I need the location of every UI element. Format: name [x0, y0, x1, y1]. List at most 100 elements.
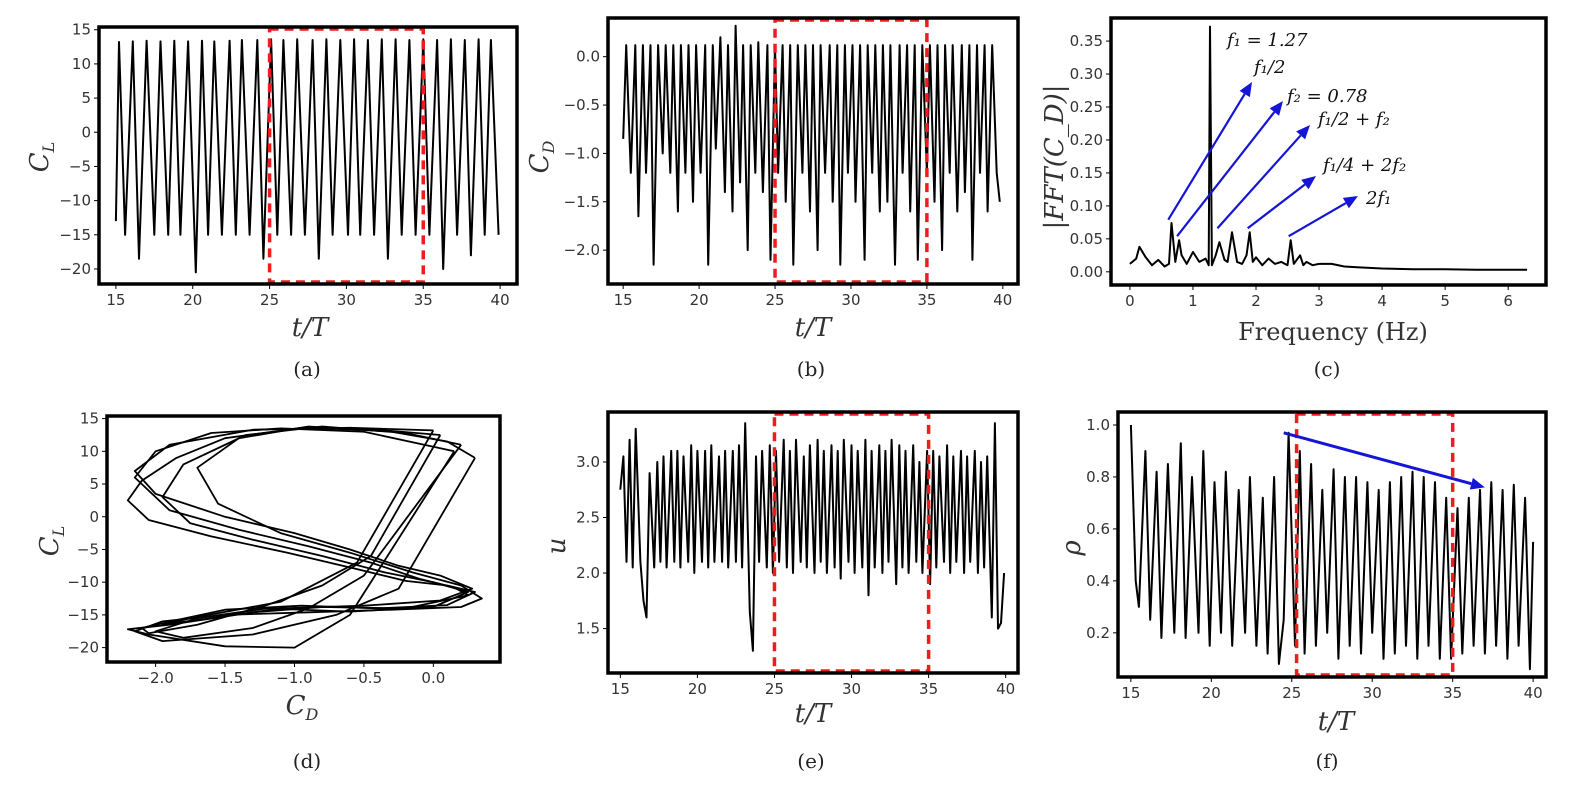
panel-c-annotation-arrow-f1half-head — [1239, 82, 1252, 98]
panel-c-annotation-two_f1: 2f₁ — [1365, 188, 1391, 209]
panel-b-x-tick-label-2: 25 — [765, 291, 784, 309]
panel-c-annotation-arrow-f1half_f2-shaft — [1216, 134, 1302, 229]
panel-f-x-tick-label-5: 40 — [1524, 684, 1543, 702]
panel-d-y-tick-label-6: −15 — [67, 606, 99, 624]
panel-c-annotation-f1: f₁ = 1.27 — [1225, 30, 1308, 51]
panel-c-annotation-arrow-f1quarter_2f2 — [1247, 176, 1316, 230]
panel-d-plot-area: −2.0 −1.5 −1.0 −0.5 0.0 15 10 5 0 −5 −10 −15 −20 — [67, 410, 502, 687]
panel-e-y-tick-label-0: 3.0 — [576, 453, 600, 471]
panel-f-x-tick-label-3: 30 — [1363, 684, 1382, 702]
panel-f-trend-arrow-shaft — [1283, 431, 1472, 486]
panel-c-annotation-arrow-two_f1-shaft — [1288, 202, 1347, 238]
panel-b-series-line-0 — [622, 24, 1001, 266]
panel-b-y-axis-label: CD — [525, 140, 558, 173]
panel-c-x-tick-label-4: 4 — [1377, 292, 1387, 310]
panel-d-x-tick-label-4: 0.0 — [421, 669, 445, 687]
panel-f-x-tick-label-0: 15 — [1121, 684, 1140, 702]
panel-c-y-tick-label-2: 0.10 — [1070, 197, 1103, 215]
panel-f-label: (f) — [1315, 749, 1338, 773]
panel-c-annotation-arrow-f1half-shaft — [1167, 93, 1246, 221]
panel-c-x-tick-label-6: 6 — [1503, 292, 1513, 310]
panel-c-y-tick-label-3: 0.15 — [1070, 164, 1103, 182]
panel-a-x-tick-label-0: 15 — [106, 291, 125, 309]
panel-c-annotation-arrow-two_f1 — [1288, 196, 1358, 238]
panel-a-y-tick-label-0: 15 — [72, 21, 91, 39]
panel-f-x-tick-label-4: 35 — [1443, 684, 1462, 702]
panel-a-y-tick-label-5: −10 — [59, 192, 91, 210]
panel-a-y-tick-label-3: 0 — [81, 123, 91, 141]
panel-f-y-axis-label: ρ — [1057, 540, 1087, 557]
panel-d-x-tick-label-3: −0.5 — [346, 669, 382, 687]
panel-b-label: (b) — [797, 357, 825, 381]
panel-a-x-tick-label-5: 40 — [491, 291, 510, 309]
panel-d-y-label-sub: L — [49, 526, 68, 538]
panel-f-y-tick-label-3: 0.4 — [1086, 572, 1110, 590]
panel-f-trend-arrow — [1283, 431, 1485, 490]
panel-d-x-axis-label: CD — [286, 691, 319, 724]
panel-f-series-line-0 — [1129, 424, 1535, 671]
panel-d-x-tick-label-2: −1.0 — [276, 669, 312, 687]
panel-d-y-label-main: C — [35, 536, 65, 556]
panel-d-y-tick-label-7: −20 — [67, 639, 99, 657]
panel-a-plot-area: 15 20 25 30 35 40 15 10 5 0 −5 −10 −15 −20 — [59, 21, 519, 309]
panel-b-y-label-main: C — [525, 153, 555, 173]
panel-e-label: (e) — [797, 749, 824, 773]
panel-c-y-tick-label-4: 0.20 — [1070, 131, 1103, 149]
panel-f-y-tick-label-4: 0.2 — [1086, 624, 1110, 642]
panel-e-x-tick-label-5: 40 — [996, 680, 1015, 698]
panel-e-x-tick-label-0: 15 — [611, 680, 630, 698]
panel-b-x-tick-label-5: 40 — [993, 291, 1012, 309]
panel-e-y-tick-label-2: 2.0 — [576, 564, 600, 582]
panel-a-label: (a) — [293, 357, 321, 381]
panel-e-x-axis-label: t/T — [795, 699, 833, 729]
panel-d-y-tick-label-0: 15 — [80, 410, 99, 428]
panel-d-label: (d) — [293, 749, 321, 773]
panel-c-annotation-arrow-f1quarter_2f2-head — [1301, 176, 1316, 190]
panel-d-y-tick-label-2: 5 — [89, 475, 99, 493]
panel-f-x-tick-label-1: 20 — [1202, 684, 1221, 702]
panel-c-annotation-f1half_f2: f₁/2 + f₂ — [1316, 109, 1390, 130]
panel-b-x-tick-label-1: 20 — [690, 291, 709, 309]
panel-b-y-tick-label-2: −1.0 — [564, 144, 600, 162]
panel-c-x-tick-label-0: 0 — [1125, 292, 1135, 310]
panel-c-annotation-f1quarter_2f2: f₁/4 + 2f₂ — [1321, 155, 1406, 176]
panel-e-y-tick-label-3: 1.5 — [576, 620, 600, 638]
panel-d-series-line-2 — [126, 427, 469, 649]
panel-f-y-tick-label-2: 0.6 — [1086, 520, 1110, 538]
panel-c-annotation-f2: f₂ = 0.78 — [1285, 86, 1367, 107]
panel-a-x-tick-label-4: 35 — [414, 291, 433, 309]
panel-a-highlight-window — [267, 27, 426, 284]
panel-b-x-tick-label-0: 15 — [614, 291, 633, 309]
panel-c-y-axis-label: |FFT(C_D)| — [1040, 85, 1070, 230]
panel-c-label: (c) — [1314, 357, 1341, 381]
panel-d-y-tick-label-4: −5 — [77, 540, 99, 558]
panel-e-x-tick-label-3: 30 — [842, 680, 861, 698]
panel-f-rho-time-series: 15 20 25 30 35 40 1.0 0.8 0.6 0.4 0.2 t/T ρ (f) — [1057, 410, 1548, 773]
panel-c-y-tick-label-6: 0.30 — [1070, 65, 1103, 83]
panel-a-x-tick-label-2: 25 — [260, 291, 279, 309]
panel-c-axes-frame — [1109, 16, 1548, 287]
panel-a-x-axis-label: t/T — [292, 313, 330, 343]
panel-a-x-tick-label-1: 20 — [183, 291, 202, 309]
panel-c-series-line-0 — [1129, 25, 1528, 271]
panel-d-x-label-sub: D — [305, 705, 319, 724]
panel-d-x-label-main: C — [286, 691, 306, 721]
panel-f-y-tick-label-1: 0.8 — [1086, 468, 1110, 486]
panel-b-x-axis-label: t/T — [795, 313, 833, 343]
panel-e-x-tick-label-1: 20 — [688, 680, 707, 698]
panel-f-trend-arrow-head — [1469, 477, 1485, 490]
panel-b-cd-time-series: 15 20 25 30 35 40 0.0 −0.5 −1.0 −1.5 −2.0 t/T CD (… — [525, 16, 1020, 381]
panel-d-series-line-3 — [133, 425, 483, 642]
panel-d-y-tick-label-1: 10 — [80, 442, 99, 460]
panel-c-annotation-arrow-f2 — [1176, 101, 1283, 237]
panel-a-y-tick-label-2: 5 — [81, 89, 91, 107]
panel-b-axes-frame — [606, 16, 1020, 286]
panel-c-annotation-arrow-f2-shaft — [1176, 111, 1276, 237]
panel-b-y-tick-label-3: −1.5 — [564, 193, 600, 211]
panel-e-x-tick-label-2: 25 — [765, 680, 784, 698]
panel-c-y-tick-label-5: 0.25 — [1070, 98, 1103, 116]
panel-e-axes-frame — [606, 410, 1020, 675]
panel-d-series-line-0 — [126, 426, 476, 635]
